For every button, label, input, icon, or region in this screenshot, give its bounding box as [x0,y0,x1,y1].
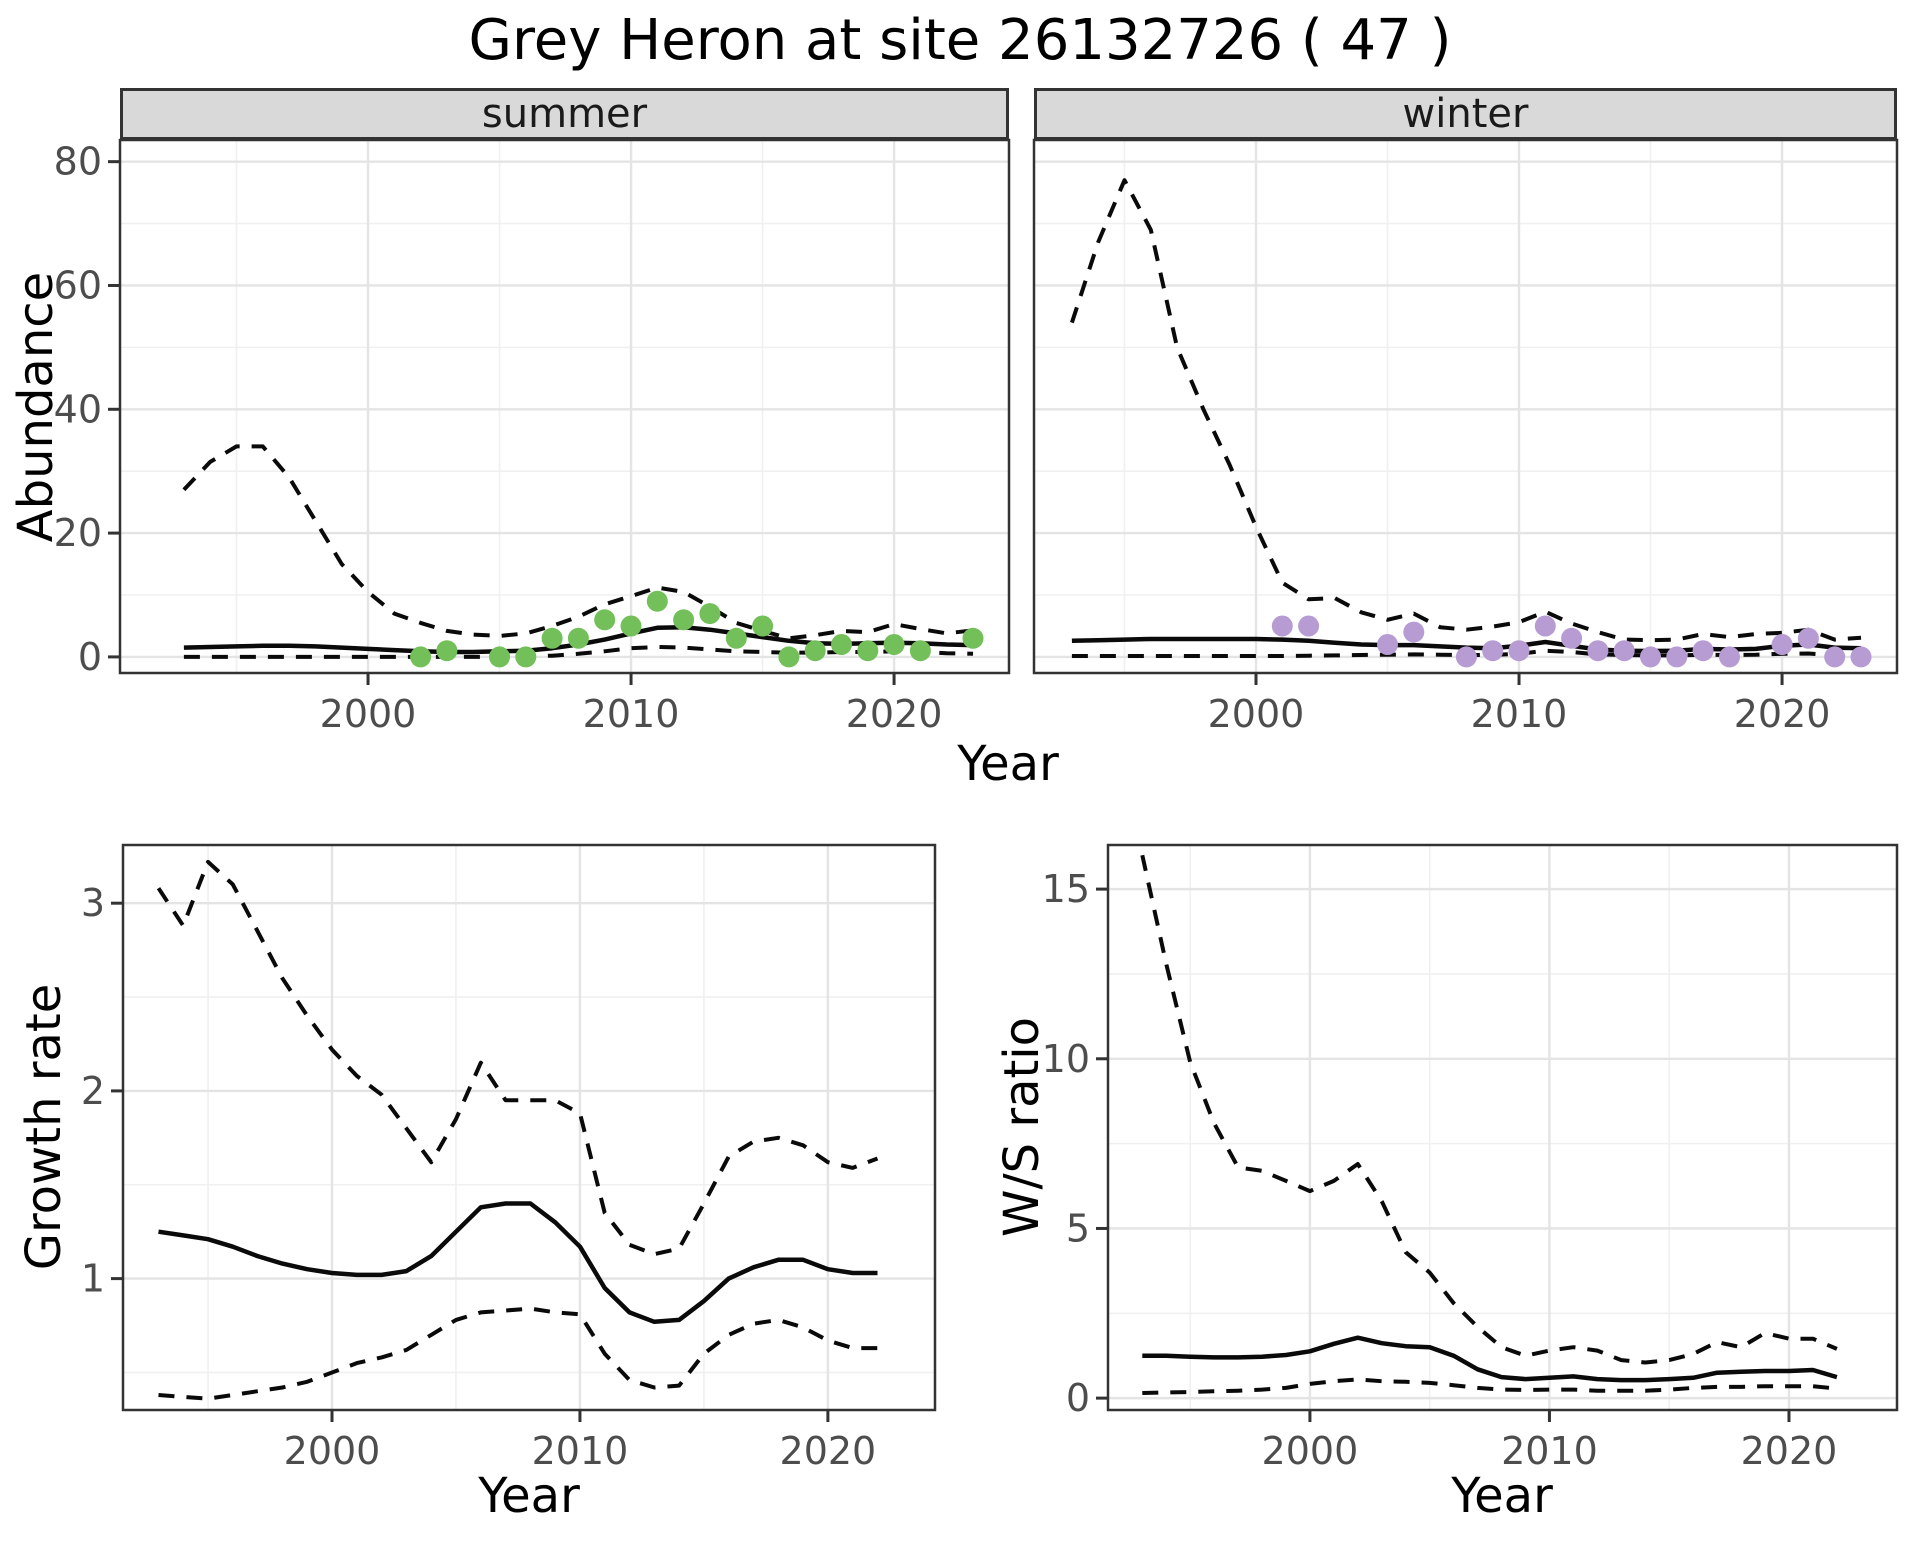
x-tick-label: 2000 [284,1429,381,1473]
observed-point [1640,646,1661,668]
observed-point [1482,640,1504,662]
observed-point [831,634,852,655]
observed-point [1797,627,1819,649]
observed-point [752,615,774,637]
x-tick-label: 2020 [1734,692,1831,736]
x-tick-label: 2000 [320,692,417,736]
observed-point [673,609,695,631]
observed-point [1587,640,1609,662]
x-axis-title-year-bottom-right: Year [1451,1468,1553,1524]
y-tick-label: 20 [54,511,102,555]
observed-point [1719,646,1740,668]
facet-strip-summer-label: summer [481,91,648,137]
y-tick-label: 5 [1066,1206,1090,1250]
observed-point [1508,640,1530,662]
growth-rate-panel: 2000 2010 2020 1 2 3 [81,843,937,1473]
y-axis-title-growth: Growth rate [16,983,72,1271]
observed-point [436,640,458,662]
observed-point [489,646,510,668]
observed-point [594,609,616,631]
observed-point [1666,646,1688,668]
x-tick-label: 2000 [1262,1429,1359,1473]
observed-point [857,640,879,662]
observed-point [646,590,668,612]
growth-rate-upper_ci_dashed-line [156,859,879,1257]
y-tick-label: 3 [81,881,105,925]
y-tick-label: 60 [54,263,102,307]
observed-point [410,646,432,668]
panel-border [121,843,937,1412]
observed-point [1403,621,1425,643]
growth-rate-lower_ci_dashed-line [158,1306,878,1401]
observed-point [1298,615,1320,637]
observed-point [567,627,589,649]
observed-point [1271,615,1293,637]
facet-strip-summer: summer [120,88,1009,140]
observed-point [962,627,984,649]
x-tick-label: 2010 [1501,1429,1598,1473]
observed-point [1824,646,1846,668]
ws-ratio-lower_ci_dashed-line [1142,1377,1838,1395]
observed-point [725,627,747,649]
y-tick-label: 0 [1066,1376,1090,1420]
ws-ratio-upper_ci_dashed-line [1140,854,1838,1365]
observed-point [1377,634,1398,655]
x-tick-label: 2010 [583,692,680,736]
y-axis-title-ws: W/S ratio [994,1016,1050,1238]
ws-ratio-median_solid-line [1142,1335,1838,1383]
observed-point [1692,640,1714,662]
observed-point [1850,646,1872,668]
x-tick-label: 2000 [1208,692,1305,736]
x-tick-label: 2020 [780,1429,877,1473]
y-tick-label: 80 [54,140,102,184]
observed-point [804,640,826,662]
y-tick-label: 10 [1042,1037,1090,1081]
abundance-winter-panel: 2000 2010 2020 [1032,138,1899,736]
panel-border [118,138,1011,675]
facet-strip-winter: winter [1034,88,1897,140]
y-tick-label: 0 [78,635,102,679]
plot-title: Grey Heron at site 26132726 ( 47 ) [468,8,1452,73]
observed-point [1613,640,1635,662]
growth-rate-median_solid-line [158,1201,878,1325]
abundance-winter-upper_ci_dashed-line [1069,178,1862,643]
observed-point [1561,627,1583,649]
y-tick-label: 2 [81,1069,105,1113]
y-tick-label: 1 [81,1257,105,1301]
observed-point [699,603,721,625]
observed-point [909,640,931,662]
x-axis-title-year-bottom-left: Year [478,1468,580,1524]
y-tick-label: 40 [54,387,102,431]
observed-point [620,615,642,637]
y-tick-label: 15 [1042,867,1090,911]
x-tick-label: 2010 [1471,692,1568,736]
observed-point [778,646,800,668]
panel-border [1032,138,1899,675]
y-axis-title-abundance: Abundance [8,271,64,543]
x-axis-title-year-top: Year [957,736,1059,792]
x-tick-label: 2020 [1741,1429,1838,1473]
observed-point [883,634,905,655]
observed-point [515,646,537,668]
observed-point [1771,634,1793,655]
observed-point [541,627,563,649]
x-tick-label: 2010 [532,1429,629,1473]
abundance-summer-panel: 2000 2010 2020 0 20 40 60 80 [54,138,1011,736]
ws-ratio-panel: 2000 2010 2020 0 5 10 15 [1042,843,1899,1473]
observed-point [1455,646,1477,668]
x-tick-label: 2020 [846,692,943,736]
observed-point [1534,615,1556,637]
panel-border [1106,843,1899,1412]
facet-strip-winter-label: winter [1402,91,1529,137]
